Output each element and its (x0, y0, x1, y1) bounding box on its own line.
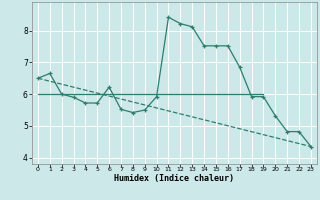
X-axis label: Humidex (Indice chaleur): Humidex (Indice chaleur) (115, 174, 234, 183)
